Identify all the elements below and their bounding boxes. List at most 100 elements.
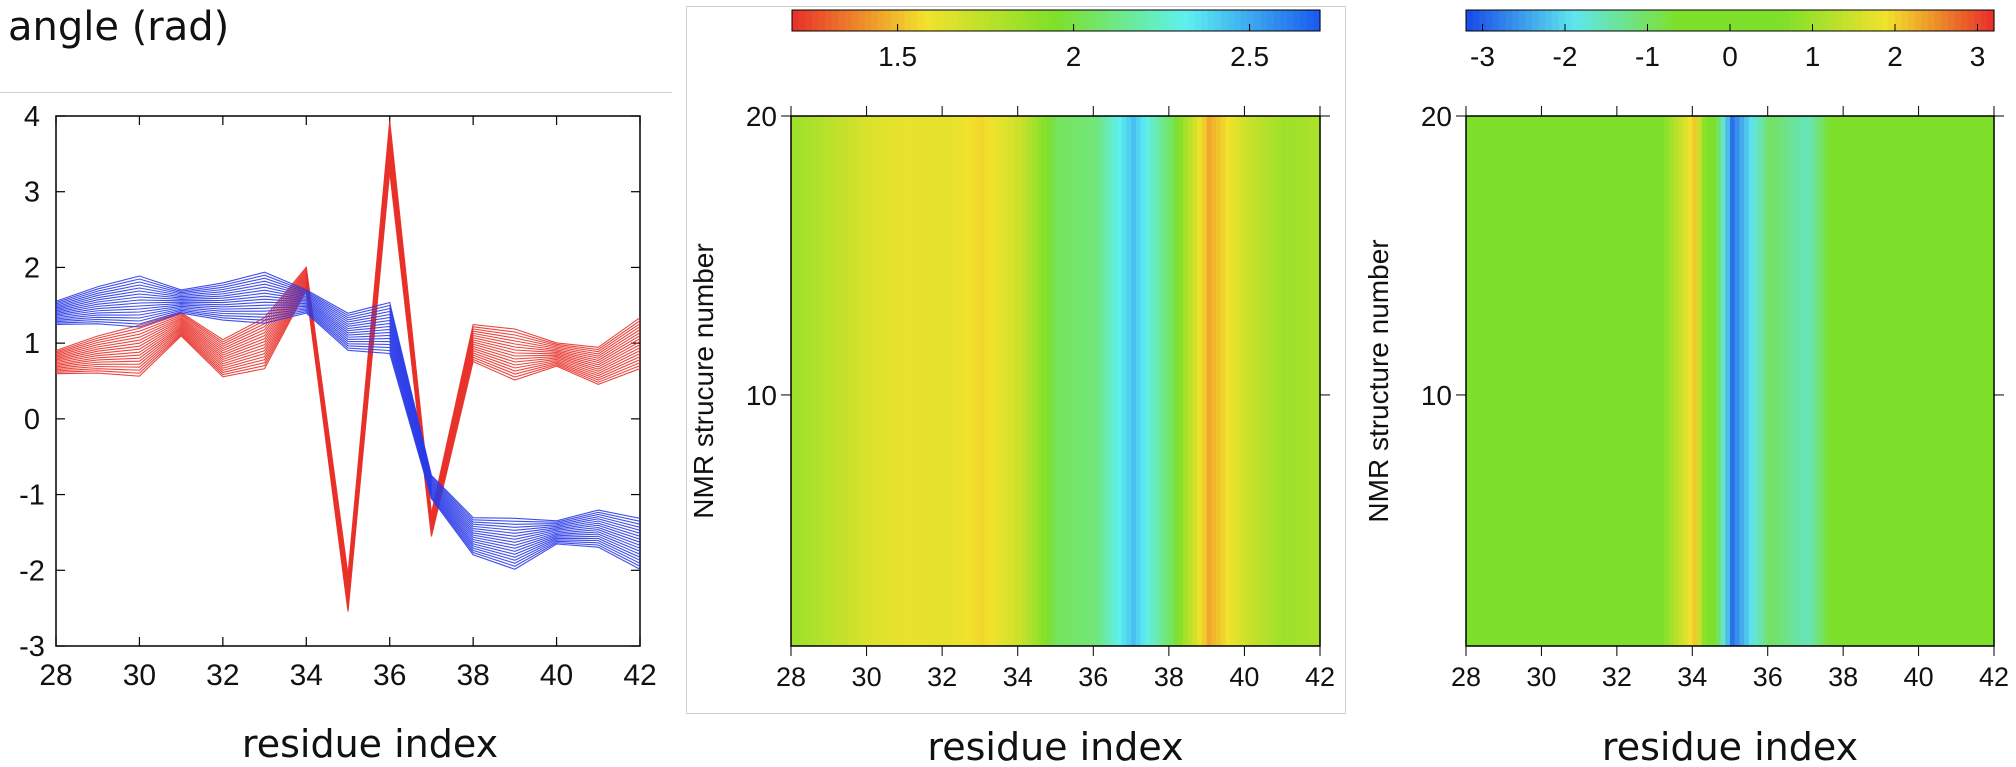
colorbar-cell: [1584, 10, 1592, 31]
x-tick-label: 42: [1305, 662, 1335, 692]
heat-cell: [1880, 116, 1887, 646]
colorbar-cell: [1710, 10, 1718, 31]
colorbar-cell: [1003, 10, 1011, 31]
heat-cell: [1093, 116, 1099, 646]
colorbar-cell: [1049, 10, 1057, 31]
heat-cell: [1951, 116, 1957, 646]
colorbar-cell: [1591, 10, 1599, 31]
heat-cell: [880, 116, 887, 646]
series-line: [55, 298, 641, 546]
heat-cell: [1942, 116, 1948, 646]
heat-cell: [800, 116, 806, 646]
colorbar-cell: [1789, 10, 1797, 31]
heat-cell: [1932, 116, 1939, 646]
y-axis-label: NMR structure number: [1363, 239, 1394, 522]
heat-cell: [1116, 116, 1123, 646]
colorbar-cell: [1188, 10, 1196, 31]
colorbar-cell: [1042, 10, 1050, 31]
heat-cell: [1904, 116, 1910, 646]
colorbar-cell: [1928, 10, 1936, 31]
series-line: [55, 165, 641, 608]
colorbar-cell: [1690, 10, 1698, 31]
colorbar-cell: [1921, 10, 1929, 31]
colorbar-cell: [1009, 10, 1017, 31]
series-line: [55, 305, 641, 555]
heatmap-frame: [790, 115, 1321, 647]
colorbar-cell: [1802, 10, 1810, 31]
heat-cell: [1154, 116, 1161, 646]
heat-cell: [1046, 116, 1052, 646]
colorbar-cell: [1743, 10, 1751, 31]
x-tick-label: 34: [1677, 662, 1707, 692]
heat-cell: [979, 116, 986, 646]
heat-cell: [1885, 116, 1891, 646]
heat-cell: [1701, 116, 1708, 646]
colorbar-cell: [1260, 10, 1268, 31]
heat-cell: [1895, 116, 1901, 646]
heat-cell: [1466, 116, 1472, 646]
colorbar-cell: [1472, 10, 1480, 31]
heat-cell: [1216, 116, 1222, 646]
heat-cell: [1569, 116, 1576, 646]
colorbar-cell: [1538, 10, 1546, 31]
series-line: [55, 168, 641, 610]
heat-cell: [1579, 116, 1585, 646]
heat-cell: [795, 116, 802, 646]
heat-cell: [1494, 116, 1500, 646]
colorbar-cell: [1862, 10, 1870, 31]
heat-cell: [913, 116, 920, 646]
colorbar-cell: [910, 10, 918, 31]
colorbar-cell: [1796, 10, 1804, 31]
series-line: [55, 308, 641, 561]
heat-cell: [918, 116, 924, 646]
heat-cell: [1008, 116, 1014, 646]
y-tick-label: 1: [24, 328, 40, 360]
series-line: [55, 311, 641, 567]
x-tick-label: 36: [373, 659, 406, 692]
colorbar-cell: [1954, 10, 1962, 31]
colorbar-cell: [1023, 10, 1031, 31]
heat-cell: [1253, 116, 1260, 646]
colorbar-cell: [811, 10, 819, 31]
heat-cell: [1159, 116, 1165, 646]
colorbar-cell: [1466, 10, 1474, 31]
heat-cell: [1819, 116, 1825, 646]
colorbar-cell: [1201, 10, 1209, 31]
colorbar-tick-label: 1: [1805, 41, 1821, 72]
y-tick-label: -2: [19, 555, 45, 587]
colorbar-cell: [1598, 10, 1606, 31]
heat-cell: [1145, 116, 1151, 646]
colorbar-cell: [1485, 10, 1493, 31]
x-tick-label: 30: [1526, 662, 1556, 692]
heat-cell: [1612, 116, 1618, 646]
colorbar-cell: [1174, 10, 1182, 31]
heat-cell: [1748, 116, 1755, 646]
colorbar-cell: [1287, 10, 1295, 31]
colorbar-cell: [1657, 10, 1665, 31]
heat-cell: [809, 116, 816, 646]
x-tick-label: 32: [927, 662, 957, 692]
x-tick-label: 40: [540, 659, 573, 692]
heat-cell: [1036, 116, 1042, 646]
colorbar-cell: [996, 10, 1004, 31]
series-line: [55, 289, 641, 537]
x-tick-label: 28: [1451, 662, 1481, 692]
colorbar-cell: [825, 10, 833, 31]
heat-cell: [1513, 116, 1519, 646]
colorbar-tick-label: 2.5: [1230, 41, 1269, 72]
heat-cell: [1522, 116, 1528, 646]
colorbar-tick-label: 0: [1722, 41, 1738, 72]
heat-cell: [1758, 116, 1764, 646]
colorbar-cell: [1571, 10, 1579, 31]
colorbar-cell: [1227, 10, 1235, 31]
colorbar-cell: [1835, 10, 1843, 31]
colorbar-cell: [950, 10, 958, 31]
colorbar-cell: [1036, 10, 1044, 31]
heat-cell: [1489, 116, 1495, 646]
colorbar-cell: [1168, 10, 1176, 31]
heat-cell: [1678, 116, 1684, 646]
heat-cell: [1277, 116, 1283, 646]
heat-cell: [1871, 116, 1877, 646]
